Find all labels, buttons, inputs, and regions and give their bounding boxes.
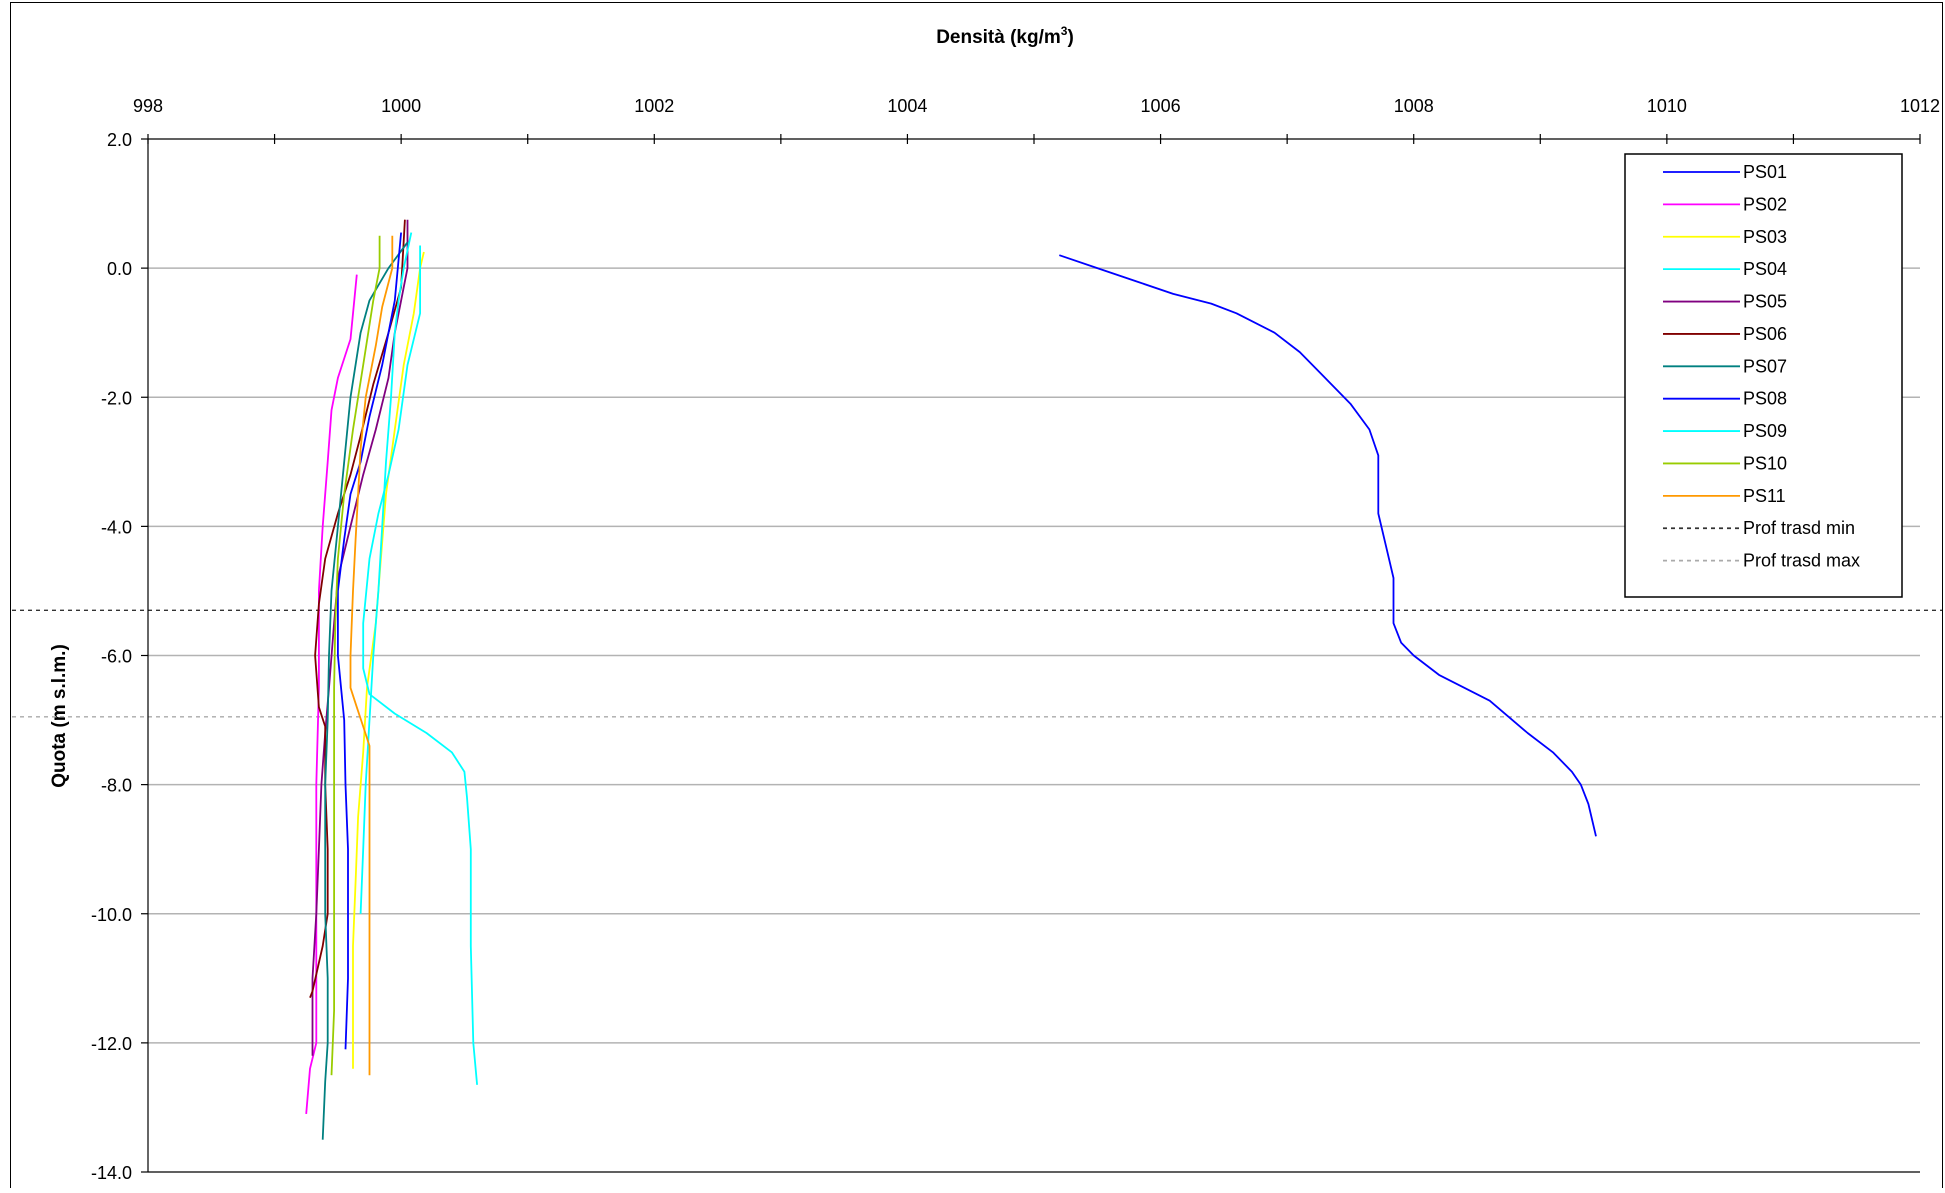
- legend-label: PS02: [1743, 194, 1787, 214]
- y-tick-label: -8.0: [101, 776, 132, 796]
- series-ps11: [349, 235, 394, 1076]
- series-ps07: [321, 241, 409, 1140]
- legend-label: Prof trasd max: [1743, 551, 1860, 571]
- series-ps10: [330, 235, 381, 1076]
- legend-label: PS04: [1743, 259, 1787, 279]
- legend-box: [1624, 153, 1903, 598]
- y-axis-label: Quota (m s.l.m.): [49, 644, 70, 788]
- y-tick-label: 0.0: [107, 259, 132, 279]
- chart-title-sup: 3: [1061, 24, 1068, 38]
- x-tick-label: 1008: [1394, 96, 1434, 116]
- y-tick-label: -2.0: [101, 388, 132, 408]
- legend-label: PS08: [1743, 389, 1787, 409]
- y-tick-label: -12.0: [91, 1034, 132, 1054]
- series-ps02: [305, 274, 358, 1114]
- x-tick-label: 998: [133, 96, 163, 116]
- x-tick-label: 1006: [1141, 96, 1181, 116]
- legend-label: PS03: [1743, 227, 1787, 247]
- legend: PS01 PS02 PS03 PS04 PS05 PS06 PS07 PS08 PS09 PS10…: [1624, 153, 1903, 598]
- y-tick-label: -6.0: [101, 647, 132, 667]
- series-layer: [305, 219, 1597, 1140]
- legend-label: PS10: [1743, 453, 1787, 473]
- axis-layer: 2.0 0.0 -2.0 -4.0 -6.0 -8.0 -10.0 -12.0 -14.0 998…: [91, 96, 1940, 1183]
- x-tick-label: 1010: [1647, 96, 1687, 116]
- series-ps04: [362, 245, 478, 1085]
- chart-title-end: ): [1067, 27, 1073, 48]
- chart-outer-border: [10, 2, 1943, 1193]
- x-tick-label: 1000: [381, 96, 421, 116]
- y-tick-label: 2.0: [107, 130, 132, 150]
- legend-label: PS05: [1743, 292, 1787, 312]
- chart-title-main: Densità (kg/m: [936, 27, 1061, 48]
- x-tick-label: 1002: [634, 96, 674, 116]
- legend-label: PS01: [1743, 162, 1787, 182]
- chart-title: Densità (kg/m3): [936, 24, 1074, 48]
- legend-label: PS11: [1743, 486, 1786, 506]
- series-ps09: [359, 232, 413, 914]
- legend-label: PS06: [1743, 324, 1787, 344]
- series-ps01: [1059, 254, 1597, 837]
- y-tick-label: -14.0: [91, 1163, 132, 1183]
- series-ps06: [309, 219, 406, 999]
- x-tick-label: 1004: [887, 96, 927, 116]
- x-tick-label: 1012: [1900, 96, 1940, 116]
- legend-label: PS09: [1743, 421, 1787, 441]
- legend-label: PS07: [1743, 356, 1787, 376]
- legend-label: Prof trasd min: [1743, 518, 1855, 538]
- series-ps08: [336, 232, 402, 1050]
- y-tick-label: -10.0: [91, 905, 132, 925]
- y-tick-label: -4.0: [101, 517, 132, 537]
